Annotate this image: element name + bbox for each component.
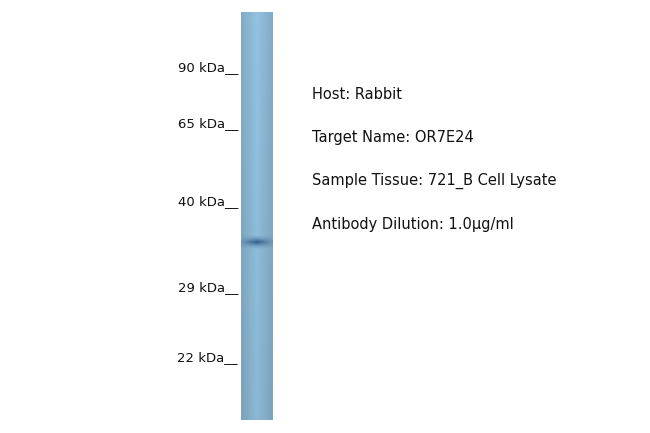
Text: 90 kDa__: 90 kDa__: [177, 61, 238, 74]
Text: Sample Tissue: 721_B Cell Lysate: Sample Tissue: 721_B Cell Lysate: [312, 173, 556, 189]
Text: 29 kDa__: 29 kDa__: [177, 281, 238, 294]
Text: 65 kDa__: 65 kDa__: [177, 117, 238, 130]
Text: 40 kDa__: 40 kDa__: [177, 195, 238, 208]
Text: 22 kDa__: 22 kDa__: [177, 351, 238, 364]
Text: Host: Rabbit: Host: Rabbit: [312, 87, 402, 102]
Text: Target Name: OR7E24: Target Name: OR7E24: [312, 130, 474, 145]
Text: Antibody Dilution: 1.0μg/ml: Antibody Dilution: 1.0μg/ml: [312, 216, 514, 232]
